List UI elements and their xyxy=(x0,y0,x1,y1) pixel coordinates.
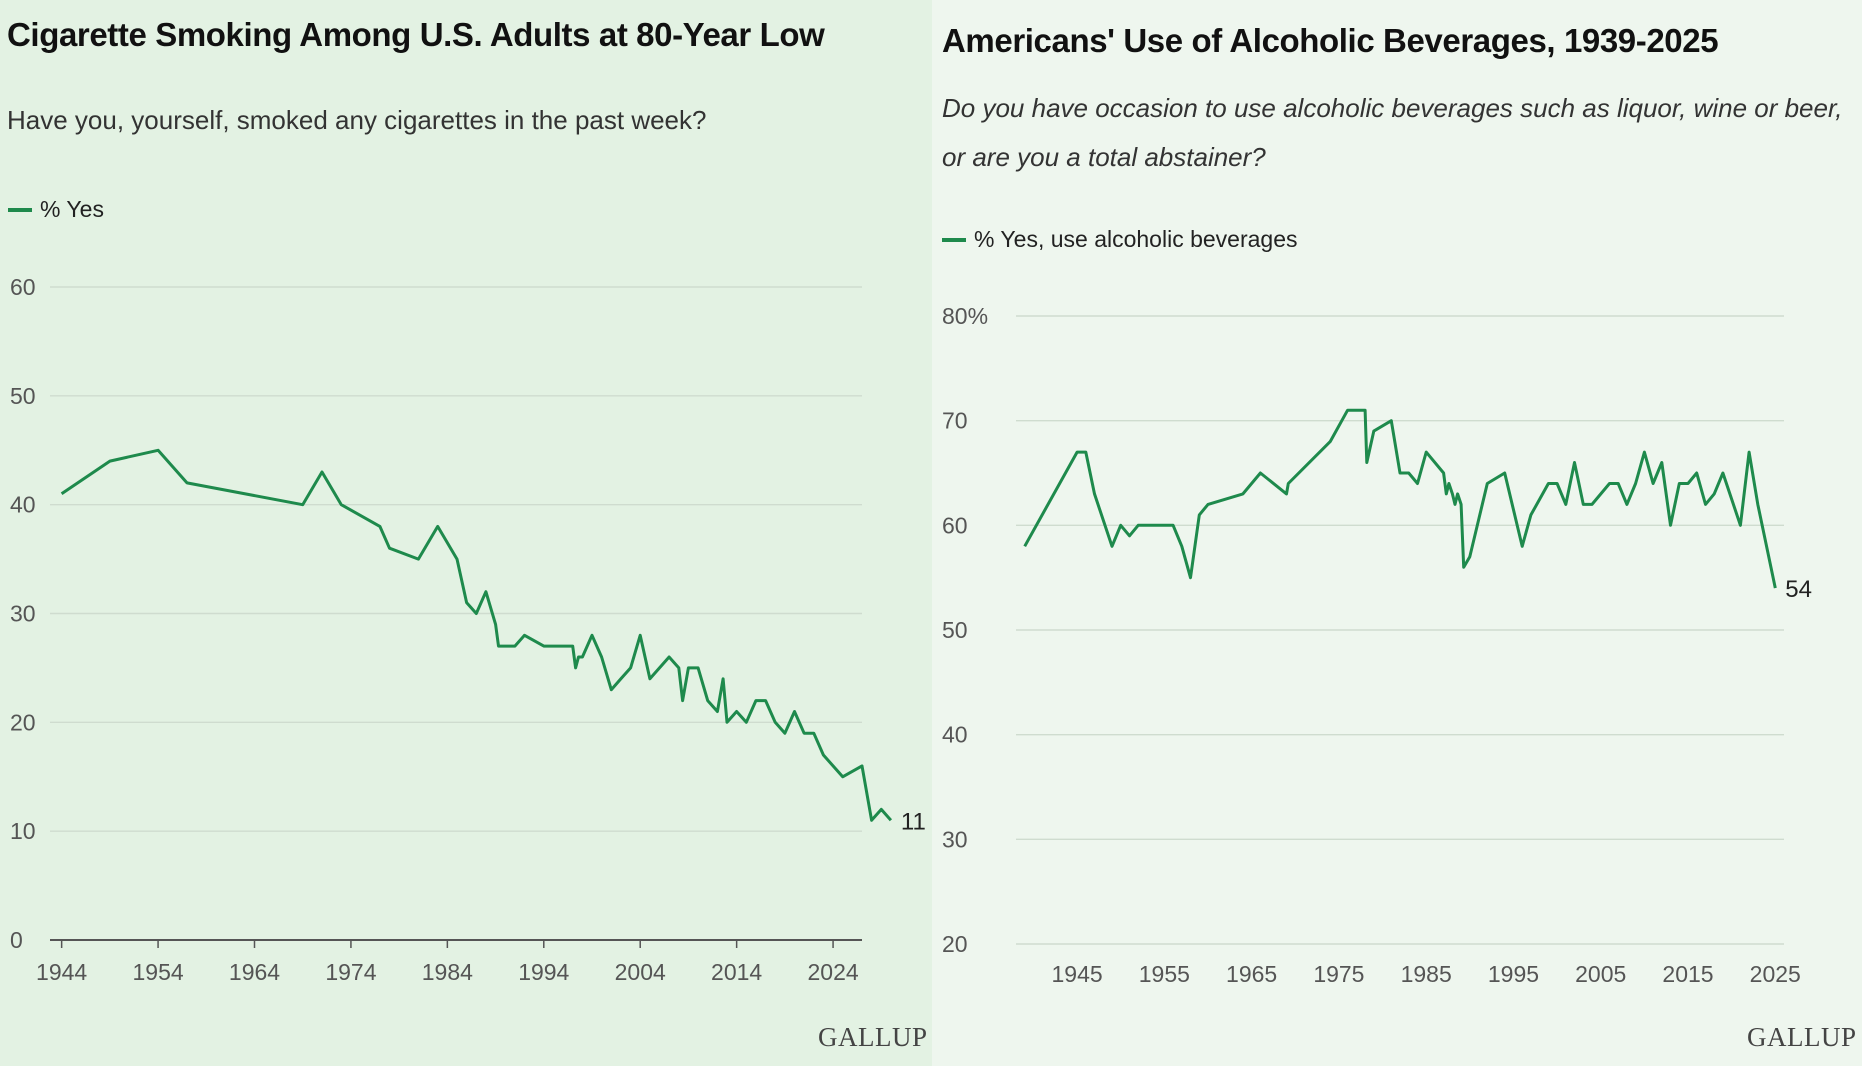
smoking-chart-legend: % Yes xyxy=(8,196,104,223)
smoking-y-tick-label: 50 xyxy=(10,383,36,409)
smoking-chart-panel: Cigarette Smoking Among U.S. Adults at 8… xyxy=(0,0,932,1066)
smoking-x-tick-label: 1974 xyxy=(325,959,376,985)
smoking-chart-title: Cigarette Smoking Among U.S. Adults at 8… xyxy=(7,16,825,53)
smoking-legend-label: % Yes xyxy=(40,196,104,222)
smoking-x-tick-label: 1954 xyxy=(132,959,183,985)
smoking-x-tick-label: 1964 xyxy=(229,959,280,985)
alcohol-y-tick-label: 20 xyxy=(942,931,968,957)
smoking-y-tick-label: 60 xyxy=(10,274,36,300)
alcohol-line-chart: 20 30 40 50 60 70 80% 1945 1955 1965 1975 1985 1995 2… xyxy=(942,303,1812,987)
smoking-y-tick-label: 10 xyxy=(10,818,36,844)
smoking-chart-subtitle: Have you, yourself, smoked any cigarette… xyxy=(7,105,707,135)
alcohol-y-tick-label: 70 xyxy=(942,408,968,434)
legend-swatch-icon xyxy=(8,207,32,212)
alcohol-end-value-label: 54 xyxy=(1785,576,1812,603)
alcohol-chart-title: Americans' Use of Alcoholic Beverages, 1… xyxy=(942,22,1719,59)
alcohol-y-tick-label: 30 xyxy=(942,826,968,852)
smoking-y-tick-label: 30 xyxy=(10,601,36,627)
smoking-y-tick-label: 40 xyxy=(10,492,36,518)
alcohol-chart-legend: % Yes, use alcoholic beverages xyxy=(942,226,1298,253)
alcohol-x-tick-label: 1985 xyxy=(1401,961,1452,987)
alcohol-y-tick-label: 80% xyxy=(942,303,988,329)
smoking-x-tick-label: 2024 xyxy=(807,959,858,985)
alcohol-y-tick-label: 50 xyxy=(942,617,968,643)
smoking-x-tick-label: 1944 xyxy=(36,959,87,985)
smoking-x-tick-label: 2014 xyxy=(711,959,762,985)
smoking-line-chart: 0 10 20 30 40 50 60 1944 1954 1964 1974 1984 1994 200… xyxy=(10,274,926,985)
alcohol-series-line xyxy=(1023,408,1777,589)
alcohol-chart-subtitle-line-1: Do you have occasion to use alcoholic be… xyxy=(942,93,1843,123)
smoking-x-tick-label: 1994 xyxy=(518,959,569,985)
alcohol-chart-panel: Americans' Use of Alcoholic Beverages, 1… xyxy=(932,0,1862,1066)
alcohol-y-tick-label: 40 xyxy=(942,722,968,748)
smoking-end-value-label: 11 xyxy=(901,808,926,835)
alcohol-legend-label: % Yes, use alcoholic beverages xyxy=(974,226,1298,252)
smoking-y-tick-label: 20 xyxy=(10,709,36,735)
alcohol-x-tick-label: 1945 xyxy=(1052,961,1103,987)
gallup-logo: GALLUP xyxy=(818,1022,928,1052)
smoking-y-tick-label: 0 xyxy=(10,927,23,953)
alcohol-chart-subtitle-line-2: or are you a total abstainer? xyxy=(942,142,1266,172)
alcohol-x-tick-label: 1965 xyxy=(1226,961,1277,987)
gallup-logo: GALLUP xyxy=(1747,1022,1857,1052)
alcohol-x-tick-label: 1975 xyxy=(1313,961,1364,987)
legend-swatch-icon xyxy=(942,237,966,242)
alcohol-x-tick-label: 2015 xyxy=(1662,961,1713,987)
smoking-x-tick-label: 2004 xyxy=(615,959,666,985)
alcohol-x-tick-label: 1955 xyxy=(1139,961,1190,987)
smoking-x-tick-label: 1984 xyxy=(422,959,473,985)
alcohol-x-tick-label: 2025 xyxy=(1750,961,1801,987)
smoking-series-line xyxy=(60,448,893,822)
alcohol-x-tick-label: 2005 xyxy=(1575,961,1626,987)
alcohol-y-tick-label: 60 xyxy=(942,512,968,538)
alcohol-x-tick-label: 1995 xyxy=(1488,961,1539,987)
